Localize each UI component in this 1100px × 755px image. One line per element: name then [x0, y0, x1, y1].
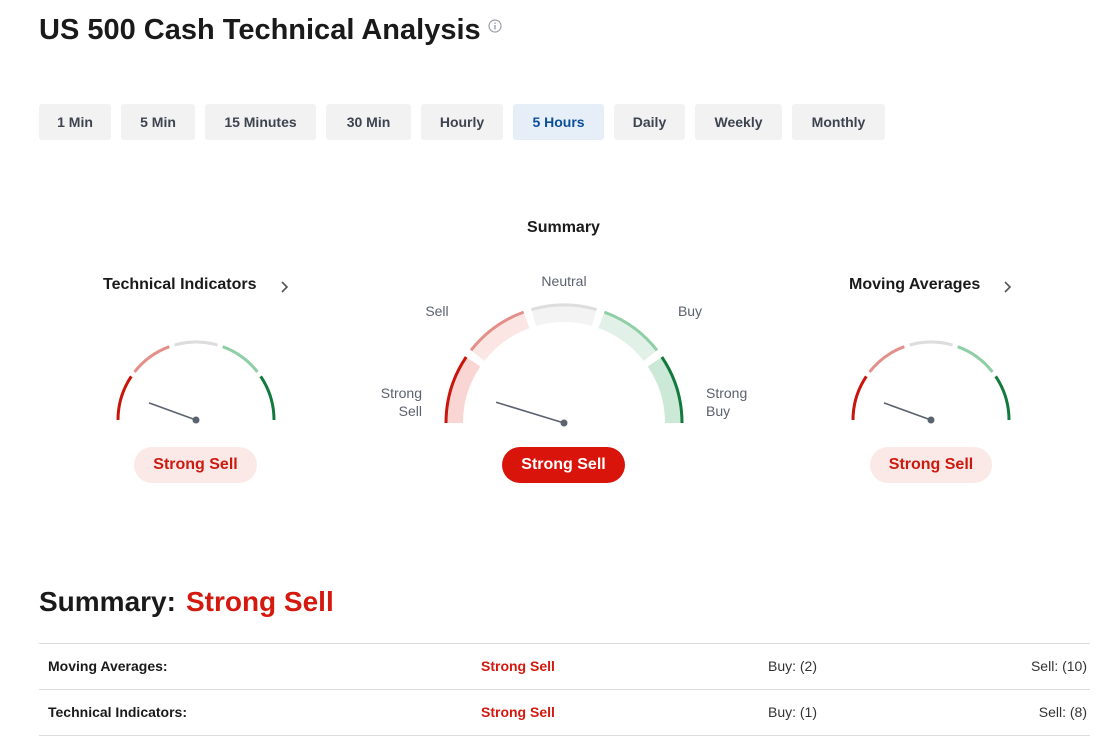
summary-label: Summary: [39, 586, 176, 617]
technical-indicators-gauge [116, 340, 276, 424]
summary-value: Strong Sell [185, 586, 334, 617]
summary-gauge: Neutral Sell Buy Strong Sell Strong Buy [381, 273, 747, 427]
table-row: Moving Averages: Strong Sell Buy: (2) Se… [39, 643, 1090, 689]
gauge-needle [883, 402, 932, 421]
row-buy-count: Buy: (2) [767, 658, 817, 674]
gauge-segment-strong-buy [994, 375, 1011, 421]
chevron-right-icon[interactable] [1002, 280, 1012, 294]
table-row: Technical Indicators: Strong Sell Buy: (… [39, 689, 1090, 736]
gauge-needle-pivot [560, 419, 568, 427]
row-action: Strong Sell [481, 704, 555, 720]
gauge-segment-strong-buy [660, 356, 684, 424]
moving-averages-gauge [851, 340, 1011, 424]
moving-averages-title[interactable]: Moving Averages [849, 276, 981, 293]
summary-gauge-title: Summary [527, 219, 600, 236]
row-name: Technical Indicators: [48, 704, 187, 720]
tab-5-hours[interactable]: 5 Hours [513, 104, 604, 140]
summary-line: Summary: Strong Sell [39, 586, 334, 618]
gauge-label-strong-sell-line1: Strong [381, 385, 422, 401]
row-sell-count: Sell: (10) [1030, 658, 1087, 674]
tab-monthly[interactable]: Monthly [792, 104, 885, 140]
gauge-label-sell: Sell [425, 303, 448, 319]
gauge-band-strong-sell [446, 357, 481, 423]
gauge-segment-neutral [909, 340, 953, 347]
moving-averages-verdict-badge: Strong Sell [870, 447, 992, 483]
page-title: US 500 Cash Technical Analysis [39, 14, 481, 46]
summary-table: Moving Averages: Strong Sell Buy: (2) Se… [39, 643, 1090, 736]
gauge-segment-strong-sell [444, 356, 468, 424]
gauge-needle-pivot [192, 416, 200, 424]
technical-indicators-title[interactable]: Technical Indicators [103, 276, 257, 293]
gauge-segment-buy [957, 345, 994, 373]
gauge-label-strong-buy-line1: Strong [706, 385, 747, 401]
gauge-segment-sell [469, 310, 525, 352]
tab-30-min[interactable]: 30 Min [326, 104, 411, 140]
tab-weekly[interactable]: Weekly [695, 104, 782, 140]
row-sell-count: Sell: (8) [1038, 704, 1087, 720]
gauge-needle [495, 401, 565, 424]
info-icon[interactable] [488, 19, 502, 33]
gauge-label-strong-buy-line2: Buy [706, 403, 730, 419]
tab-daily[interactable]: Daily [614, 104, 685, 140]
gauge-needle-pivot [927, 416, 935, 424]
row-buy-count: Buy: (1) [767, 704, 817, 720]
gauge-label-neutral: Neutral [541, 273, 586, 289]
chevron-right-icon[interactable] [279, 280, 289, 294]
tab-hourly[interactable]: Hourly [421, 104, 503, 140]
gauge-label-strong-sell-line2: Sell [399, 403, 422, 419]
gauge-needle [148, 402, 197, 421]
gauge-segment-buy [603, 310, 659, 352]
gauge-segment-sell [868, 345, 905, 373]
tab-1-min[interactable]: 1 Min [39, 104, 111, 140]
summary-verdict-badge: Strong Sell [502, 447, 625, 483]
gauge-label-buy: Buy [678, 303, 702, 319]
technical-indicators-verdict-badge: Strong Sell [134, 447, 257, 483]
gauge-segment-strong-buy [259, 375, 276, 421]
gauge-segment-neutral [531, 303, 597, 312]
gauge-band-sell [471, 312, 530, 361]
gauge-band-strong-buy [647, 357, 682, 423]
tab-15-minutes[interactable]: 15 Minutes [205, 104, 316, 140]
gauge-segment-strong-sell [851, 375, 868, 421]
gauge-segment-sell [133, 345, 170, 373]
gauge-segment-strong-sell [116, 375, 133, 421]
tab-5-min[interactable]: 5 Min [121, 104, 195, 140]
gauge-band-neutral [531, 305, 597, 326]
row-name: Moving Averages: [48, 658, 168, 674]
gauge-band-buy [598, 312, 657, 361]
row-action: Strong Sell [481, 658, 555, 674]
gauge-segment-buy [222, 345, 259, 373]
gauge-segment-neutral [174, 340, 218, 347]
